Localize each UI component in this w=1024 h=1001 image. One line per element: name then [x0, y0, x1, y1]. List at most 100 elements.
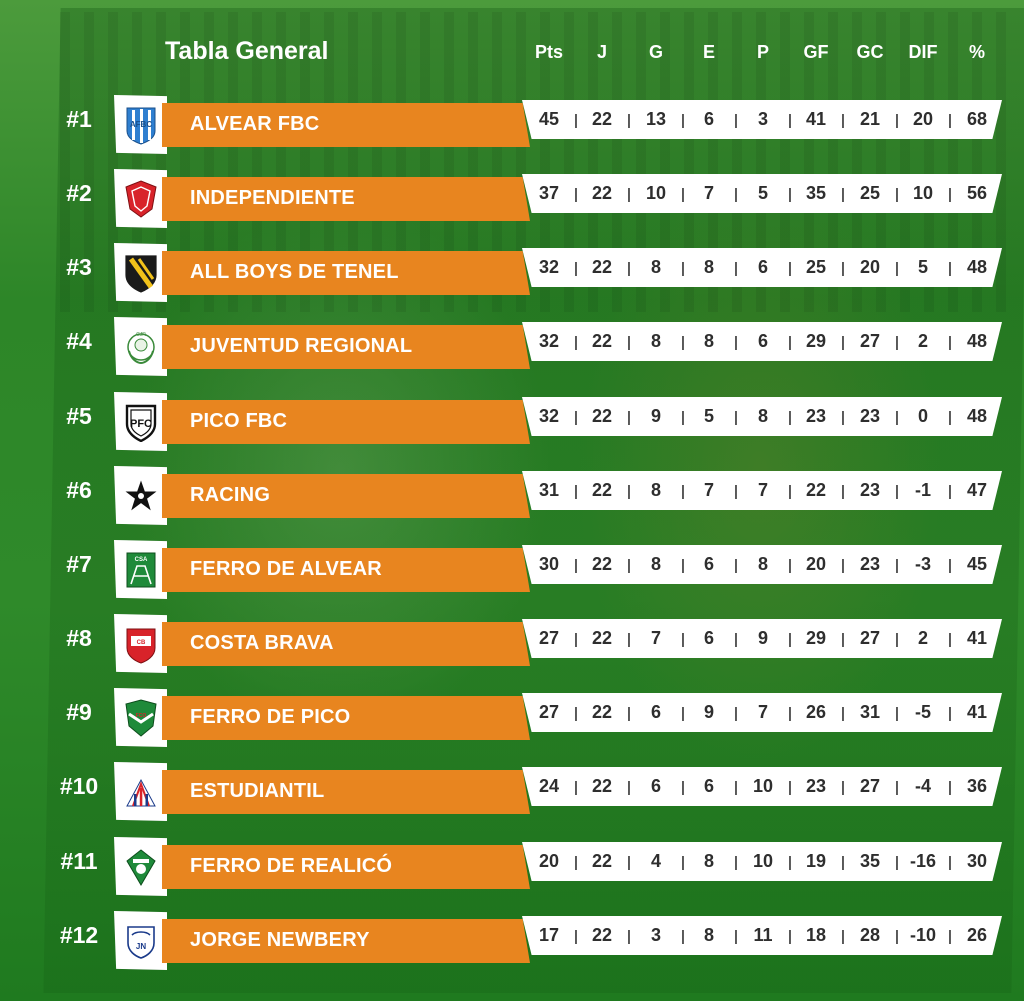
stats-bar: 27 22 6 9 7 26 31 -5 41 | | | | | | | | — [522, 693, 1002, 732]
table-row[interactable]: #11 FERRO DE REALICÓ 20 22 4 8 10 19 35 -16 30 | | | |… — [0, 837, 1024, 897]
stat-gc: 23 — [859, 406, 881, 426]
stat-separator: | — [787, 112, 793, 129]
stat-e: 8 — [703, 925, 714, 945]
stat-e: 9 — [703, 702, 714, 722]
stat-pts: 32 — [538, 406, 560, 426]
estudiantil-crest-icon — [114, 762, 167, 821]
stat-separator: | — [840, 334, 846, 351]
stat-pct: 30 — [966, 851, 988, 871]
team-name-bar[interactable]: PICO FBC — [162, 400, 530, 444]
stat-pts: 20 — [538, 851, 560, 871]
table-row[interactable]: #9 FCO FERRO DE PICO 27 22 6 9 7 26 31 -5 41 | | | | | | |… — [0, 688, 1024, 748]
stat-g: 3 — [650, 925, 661, 945]
stat-j: 22 — [591, 554, 613, 574]
stat-separator: | — [680, 409, 686, 426]
stat-separator: | — [680, 705, 686, 722]
team-name-bar[interactable]: RACING — [162, 474, 530, 518]
team-name-bar[interactable]: FERRO DE ALVEAR — [162, 548, 530, 592]
stats-bar: 27 22 7 6 9 29 27 2 41 | | | | | | | | — [522, 619, 1002, 658]
stat-separator: | — [840, 260, 846, 277]
team-name-bar[interactable]: ALVEAR FBC — [162, 103, 530, 147]
stat-j: 22 — [591, 183, 613, 203]
stat-separator: | — [573, 705, 579, 722]
stat-separator: | — [947, 557, 953, 574]
team-name-bar[interactable]: FERRO DE PICO — [162, 696, 530, 740]
team-name-bar[interactable]: JUVENTUD REGIONAL — [162, 325, 530, 369]
stat-separator: | — [680, 854, 686, 871]
stat-separator: | — [680, 112, 686, 129]
stat-dif: 5 — [917, 257, 928, 277]
stat-g: 6 — [650, 776, 661, 796]
stat-separator: | — [626, 557, 632, 574]
stat-separator: | — [573, 112, 579, 129]
stat-separator: | — [840, 483, 846, 500]
table-row[interactable]: #5 PFC PICO FBC 32 22 9 5 8 23 23 0 48 | | | | | | | | — [0, 392, 1024, 452]
stat-pts: 31 — [538, 480, 560, 500]
table-row[interactable]: #7 CSA FERRO DE ALVEAR 30 22 8 6 8 20 23 -3 45 | | | | |… — [0, 540, 1024, 600]
stat-e: 5 — [703, 406, 714, 426]
stat-pct: 26 — [966, 925, 988, 945]
stat-separator: | — [573, 557, 579, 574]
stat-separator: | — [947, 260, 953, 277]
team-name: ALL BOYS DE TENEL — [190, 261, 399, 283]
team-name-bar[interactable]: ESTUDIANTIL — [162, 770, 530, 814]
stat-gc: 20 — [859, 257, 881, 277]
stat-gf: 41 — [805, 109, 827, 129]
table-row[interactable]: #1 AFBC ALVEAR FBC 45 22 13 6 3 41 21 20 68 | | | | | | | | — [0, 95, 1024, 155]
rank-label: #2 — [66, 180, 92, 206]
stat-e: 6 — [703, 109, 714, 129]
stat-j: 22 — [591, 406, 613, 426]
table-row[interactable]: #3 ALL BOYS DE TENEL 32 22 8 8 6 25 20 5 48 | | | | | | |… — [0, 243, 1024, 303]
stat-separator: | — [894, 779, 900, 796]
stat-p: 8 — [757, 554, 768, 574]
table-row[interactable]: #12 JN JORGE NEWBERY 17 22 3 8 11 18 28 -10 26 | | | | |… — [0, 911, 1024, 971]
table-row[interactable]: #8 CB COSTA BRAVA 27 22 7 6 9 29 27 2 41 | | | | | | | | — [0, 614, 1024, 674]
stat-gc: 21 — [859, 109, 881, 129]
stat-g: 8 — [650, 554, 661, 574]
team-name-bar[interactable]: INDEPENDIENTE — [162, 177, 530, 221]
table-row[interactable]: #10 ESTUDIANTIL 24 22 6 6 10 23 27 -4 36 | | | | | | | | — [0, 762, 1024, 822]
ferro-alvear-crest-icon: CSA — [114, 540, 167, 599]
stat-p: 6 — [757, 331, 768, 351]
team-name-bar[interactable]: COSTA BRAVA — [162, 622, 530, 666]
team-name-bar[interactable]: FERRO DE REALICÓ — [162, 845, 530, 889]
stats-bar: 45 22 13 6 3 41 21 20 68 | | | | | | | | — [522, 100, 1002, 139]
stat-pts: 27 — [538, 628, 560, 648]
stat-g: 8 — [650, 480, 661, 500]
table-row[interactable]: #6 RACING 31 22 8 7 7 22 23 -1 47 | | | | | | | | — [0, 466, 1024, 526]
column-header: % — [968, 42, 985, 62]
stat-gc: 28 — [859, 925, 881, 945]
stat-p: 11 — [753, 925, 773, 945]
stat-dif: -3 — [914, 554, 931, 574]
stat-g: 9 — [650, 406, 661, 426]
stats-bar: 32 22 9 5 8 23 23 0 48 | | | | | | | | — [522, 397, 1002, 436]
stat-p: 10 — [752, 776, 774, 796]
stat-separator: | — [894, 705, 900, 722]
stat-separator: | — [626, 334, 632, 351]
racing-star-icon — [114, 466, 167, 525]
stat-gf: 26 — [805, 702, 827, 722]
alvear-crest-icon: AFBC — [114, 95, 167, 154]
stat-separator: | — [947, 186, 953, 203]
team-name: ESTUDIANTIL — [190, 780, 325, 802]
team-name: FERRO DE ALVEAR — [190, 558, 382, 580]
team-name-bar[interactable]: ALL BOYS DE TENEL — [162, 251, 530, 295]
stat-separator: | — [573, 260, 579, 277]
stat-dif: -1 — [914, 480, 931, 500]
stat-separator: | — [840, 112, 846, 129]
stat-gc: 23 — [859, 554, 881, 574]
stat-e: 7 — [703, 183, 714, 203]
table-row[interactable]: #2 INDEPENDIENTE 37 22 10 7 5 35 25 10 56 | | | | | | | | — [0, 169, 1024, 229]
stat-p: 7 — [757, 480, 768, 500]
stat-separator: | — [947, 112, 953, 129]
stat-separator: | — [573, 409, 579, 426]
stat-separator: | — [894, 631, 900, 648]
team-name-bar[interactable]: JORGE NEWBERY — [162, 919, 530, 963]
stat-separator: | — [680, 483, 686, 500]
stat-pts: 32 — [538, 257, 560, 277]
table-row[interactable]: #4 CJR JUVENTUD REGIONAL 32 22 8 8 6 29 27 2 48 | | | |… — [0, 317, 1024, 377]
stat-gc: 31 — [859, 702, 881, 722]
team-name: ALVEAR FBC — [190, 113, 320, 135]
stat-separator: | — [947, 705, 953, 722]
stat-separator: | — [894, 928, 900, 945]
